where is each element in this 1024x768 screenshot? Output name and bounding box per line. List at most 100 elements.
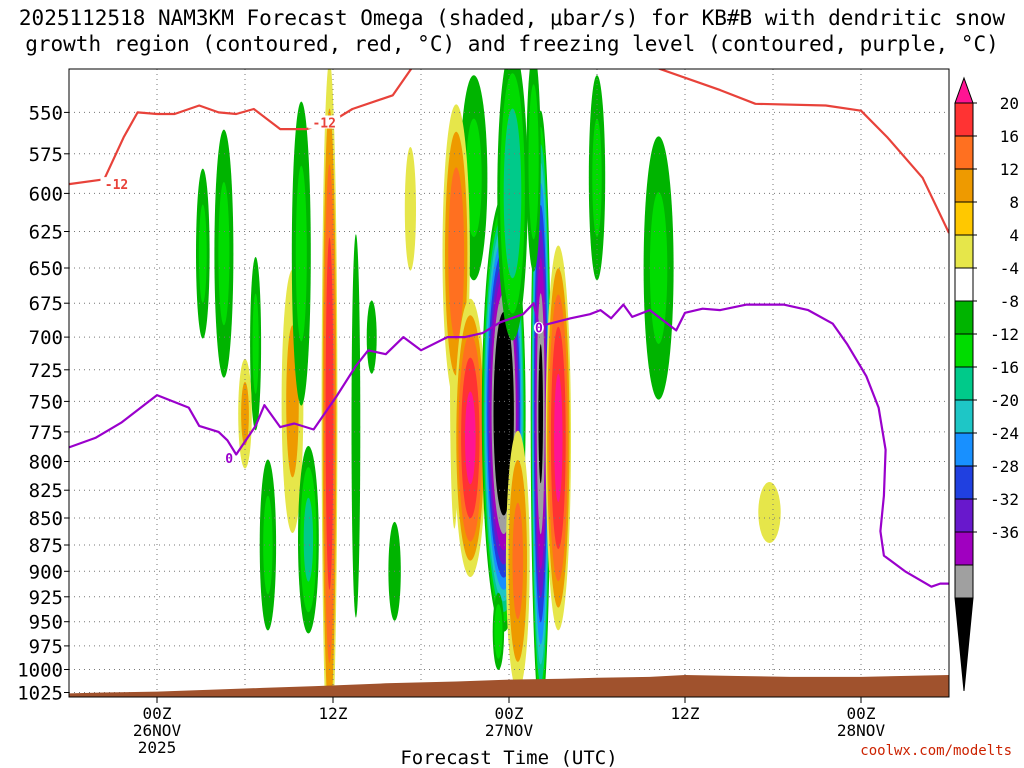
colorbar-label: 16: [1000, 127, 1019, 146]
dgz-contour-line: [69, 69, 949, 234]
colorbar-swatch: [954, 366, 974, 401]
freezing-level-label: 0: [225, 452, 233, 467]
colorbar-label: 12: [1000, 160, 1019, 179]
y-tick-label: 575: [29, 144, 63, 166]
contours: -12 -12 0 0: [69, 69, 949, 697]
colorbar-swatch: [954, 498, 974, 533]
colorbar-label: 4: [1009, 226, 1019, 245]
colorbar-swatch: [954, 564, 974, 599]
y-tick-label: 1000: [17, 660, 63, 682]
colorbar-label: -24: [990, 424, 1019, 443]
x-tick-label: 28NOV: [837, 721, 886, 740]
dgz-contour-label: -12: [105, 178, 128, 193]
omega-cell: [196, 168, 210, 339]
y-tick-label: 550: [29, 102, 63, 124]
colorbar-label: -36: [990, 523, 1019, 542]
y-tick-label: 675: [29, 293, 63, 315]
omega-level-ellipse: [295, 165, 307, 342]
colorbar-swatch: [954, 267, 974, 302]
omega-level-ellipse: [351, 234, 361, 618]
omega-cell: [238, 358, 252, 469]
omega-level-ellipse: [303, 497, 314, 582]
y-tick-label: 700: [29, 327, 63, 349]
omega-level-ellipse: [325, 237, 334, 590]
colorbar-swatch: [954, 333, 974, 368]
omega-level-ellipse: [218, 182, 230, 326]
omega-level-ellipse: [448, 167, 465, 340]
dgz-label-bg: [308, 115, 341, 129]
x-tick-label: 12Z: [319, 704, 348, 723]
colorbar-label: -4: [1000, 259, 1019, 278]
colorbar-swatch: [954, 234, 974, 269]
watermark: coolwx.com/modelts: [860, 743, 1012, 759]
colorbar-label: -16: [990, 358, 1019, 377]
omega-level-ellipse: [554, 373, 563, 502]
omega-cell: [351, 234, 361, 618]
y-tick-label: 875: [29, 535, 63, 557]
omega-level-ellipse: [465, 118, 482, 237]
dgz-label-bg: [100, 177, 133, 191]
y-tick-label: 650: [29, 258, 63, 280]
omega-level-ellipse: [528, 84, 539, 240]
y-tick-label: 925: [29, 587, 63, 609]
y-axis-ticks: 550 575 600 625 650 675 700 725 750 775 800 825 850 8…: [17, 102, 69, 705]
omega-cell: [259, 459, 277, 631]
colorbar-swatch: [954, 300, 974, 335]
dgz-contour-label: -12: [312, 117, 335, 132]
freezing-label-bg: [533, 321, 544, 334]
omega-level-ellipse: [649, 192, 668, 344]
y-tick-label: 600: [29, 183, 63, 205]
omega-cell: [545, 245, 571, 631]
colorbar-swatch: [954, 201, 974, 236]
omega-level-ellipse: [758, 482, 781, 543]
omega-cell: [526, 69, 541, 272]
omega-cell: [758, 482, 781, 543]
colorbar-label: -32: [990, 490, 1019, 509]
x-axis-label: Forecast Time (UTC): [400, 747, 617, 768]
freezing-level-line: [69, 302, 949, 588]
omega-cell: [588, 75, 606, 281]
colorbar-label: -8: [1000, 292, 1019, 311]
colorbar-label: 20: [1000, 94, 1019, 113]
omega-cell: [643, 136, 674, 400]
grid-lines: [69, 69, 949, 697]
x-tick-label: 00Z: [847, 704, 876, 723]
omega-level-ellipse: [252, 293, 259, 394]
omega-cell: [492, 592, 505, 671]
omega-cell: [404, 147, 416, 271]
omega-level-ellipse: [494, 604, 503, 659]
freezing-label-bg: [224, 452, 235, 464]
colorbar-label: 8: [1009, 193, 1019, 212]
omega-cell: [250, 257, 262, 431]
colorbar-swatch: [954, 432, 974, 467]
x-tick-label: 00Z: [143, 704, 172, 723]
colorbar-swatch: [954, 102, 974, 137]
terrain-surface: [69, 675, 949, 697]
x-tick-label: 12Z: [671, 704, 700, 723]
omega-cell: [291, 101, 311, 406]
colorbar-swatch: [954, 531, 974, 566]
y-tick-label: 975: [29, 636, 63, 658]
colorbar: 20 16 12 8 4 -4 -8 -12 -16 -20 -24 -28 -32 -36: [954, 76, 1019, 692]
omega-level-ellipse: [503, 108, 522, 279]
colorbar-swatch: [954, 597, 974, 692]
omega-level-ellipse: [263, 495, 273, 595]
freezing-level-label: 0: [535, 322, 543, 337]
y-tick-label: 1025: [17, 683, 63, 705]
x-tick-label: 00Z: [495, 704, 524, 723]
colorbar-swatch: [954, 76, 974, 104]
y-tick-label: 775: [29, 422, 63, 444]
omega-cell: [497, 69, 528, 341]
x-tick-label: 2025: [138, 738, 177, 757]
omega-level-ellipse: [366, 300, 377, 374]
y-tick-label: 725: [29, 360, 63, 382]
x-tick-label: 26NOV: [133, 721, 182, 740]
y-tick-label: 625: [29, 222, 63, 244]
y-tick-label: 900: [29, 561, 63, 583]
y-tick-label: 850: [29, 508, 63, 530]
y-tick-label: 800: [29, 452, 63, 474]
colorbar-swatch: [954, 168, 974, 203]
omega-level-ellipse: [465, 391, 476, 485]
